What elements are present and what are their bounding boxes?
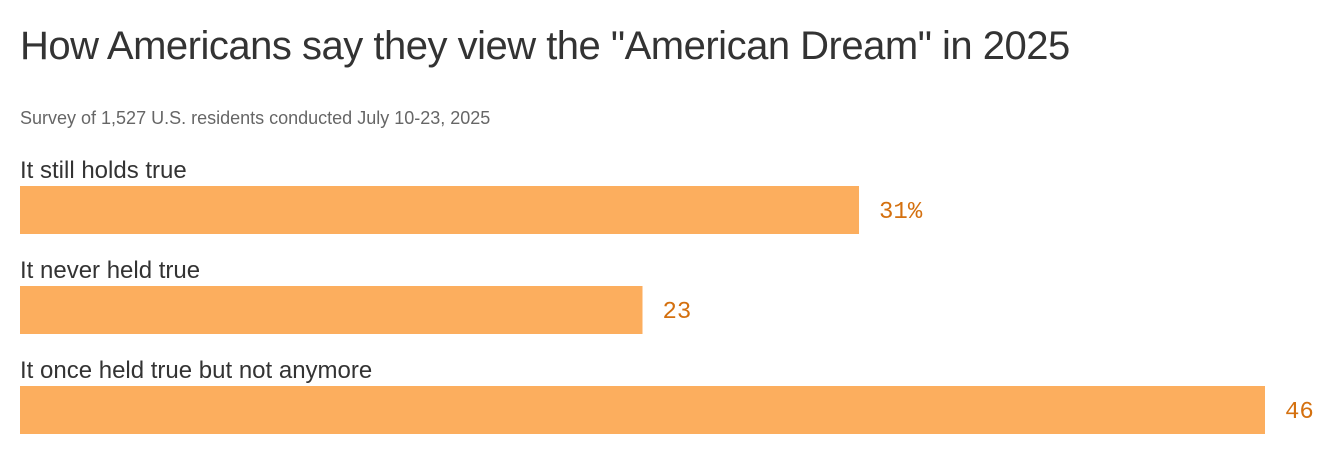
value-label: 23 xyxy=(663,299,692,326)
bar xyxy=(20,286,643,334)
category-label: It never held true xyxy=(20,257,200,284)
value-label: 46 xyxy=(1285,399,1314,426)
bar xyxy=(20,386,1265,434)
chart-title: How Americans say they view the "America… xyxy=(20,24,1070,68)
bar xyxy=(20,186,860,234)
category-label: It once held true but not anymore xyxy=(20,357,372,384)
category-label: It still holds true xyxy=(20,157,187,184)
value-label: 31% xyxy=(879,199,923,226)
chart-subtitle: Survey of 1,527 U.S. residents conducted… xyxy=(20,108,491,128)
